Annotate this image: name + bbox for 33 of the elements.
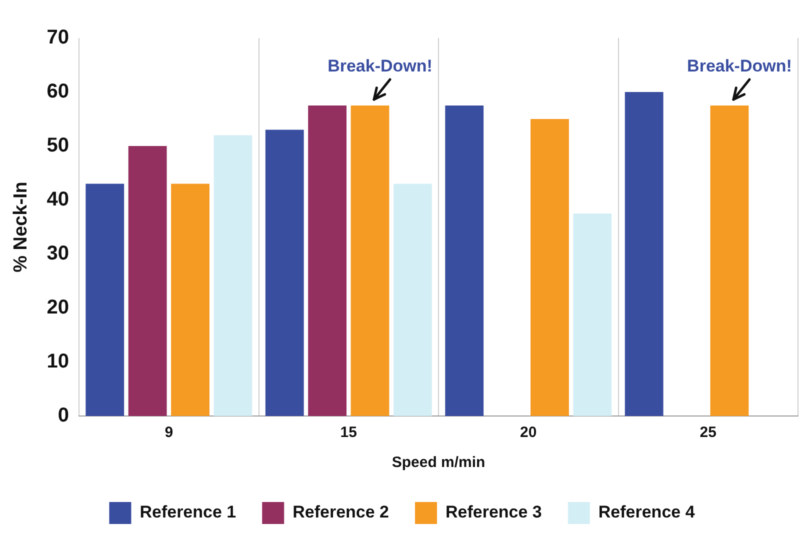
annotation: Break-Down! <box>328 56 432 76</box>
y-tick-label: 10 <box>46 350 70 373</box>
bar <box>128 146 167 416</box>
bar <box>624 92 664 416</box>
bar <box>86 184 124 416</box>
legend-label: Reference 2 <box>292 502 389 522</box>
y-tick-label: 0 <box>58 404 70 427</box>
bar <box>171 184 210 416</box>
y-tick-label: 60 <box>46 80 70 103</box>
y-axis-title: % Neck-In <box>10 182 32 272</box>
y-tick-label: 70 <box>46 26 70 49</box>
y-tick-label: 20 <box>46 296 70 319</box>
x-tick-label: 25 <box>700 424 716 442</box>
bar <box>445 106 484 416</box>
bar <box>214 135 252 416</box>
legend-label: Reference 1 <box>140 502 236 522</box>
x-tick-label: 9 <box>164 424 174 442</box>
bar <box>265 130 304 416</box>
annotation: Break-Down! <box>687 56 792 76</box>
legend-label: Reference 4 <box>598 502 696 522</box>
bar <box>710 106 749 416</box>
bar <box>530 119 569 416</box>
y-tick-label: 30 <box>46 242 70 265</box>
x-tick-label: 15 <box>340 424 357 442</box>
bar <box>350 106 390 416</box>
bar <box>393 184 432 416</box>
legend-label: Reference 3 <box>446 502 542 522</box>
x-axis-title: Speed m/min <box>392 454 486 472</box>
y-tick-label: 50 <box>46 134 70 157</box>
x-tick-label: 20 <box>520 424 537 442</box>
y-tick-label: 40 <box>46 188 70 211</box>
bar <box>573 214 612 416</box>
bar <box>308 106 347 416</box>
